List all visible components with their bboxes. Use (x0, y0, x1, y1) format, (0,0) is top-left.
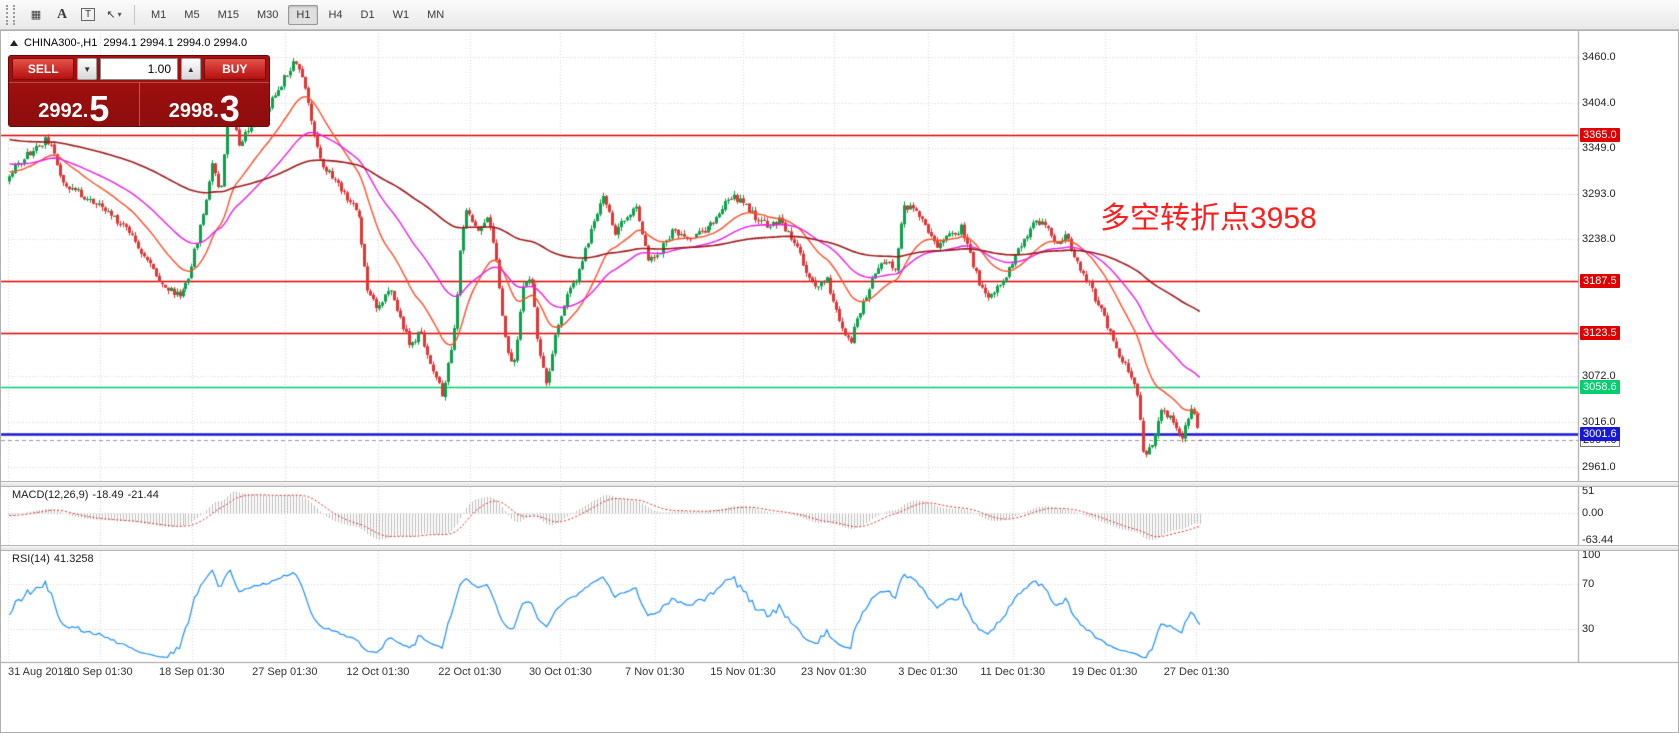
ask-main-digits: 2998. (168, 100, 219, 122)
timeframe-h4-button[interactable]: H4 (328, 8, 343, 21)
macd-name: MACD(12,26,9) (12, 489, 89, 501)
panel-divider-macd[interactable] (0, 481, 1679, 487)
text-label-tool-icon: A (56, 6, 68, 22)
bid-big-digit: 5 (89, 88, 110, 127)
timeframe-w1-button[interactable]: W1 (392, 8, 410, 21)
volume-input[interactable] (100, 58, 178, 80)
buy-button[interactable]: BUY (203, 58, 266, 80)
symbol-timeframe-label: CHINA300-,H1 (24, 37, 98, 49)
bid-ask-display: 2992. 5 2998. 3 (9, 82, 269, 126)
text-label-tool-button[interactable]: A (49, 4, 75, 26)
text-box-tool-button[interactable]: T (75, 4, 101, 26)
caret-down-icon: ▾ (117, 10, 122, 19)
macd-main-value: -18.49 (92, 489, 124, 501)
collapse-triangle-icon (10, 40, 18, 46)
chart-header: CHINA300-,H1 2994.1 2994.1 2994.0 2994.0 (10, 37, 247, 49)
chart-annotation-text: 多空转折点3958 (1100, 202, 1317, 235)
panel-divider-rsi[interactable] (0, 545, 1679, 551)
toolbar-separator (134, 4, 135, 25)
toolbar-grip-handle[interactable] (6, 4, 15, 25)
ask-big-digit: 3 (219, 88, 240, 127)
timeframe-h1-button[interactable]: H1 (288, 4, 319, 25)
rsi-value: 41.3258 (53, 553, 94, 565)
timeframe-m5-button[interactable]: M5 (184, 8, 200, 21)
one-click-trading-panel: SELL ▼ ▲ BUY 2992. 5 2998. 3 (8, 55, 270, 127)
crosshair-tool-button[interactable]: ▦ (23, 4, 49, 26)
macd-signal-value: -21.44 (127, 489, 159, 501)
ask-price-display: 2998. 3 (138, 83, 270, 127)
trade-controls-row: SELL ▼ ▲ BUY (9, 56, 269, 82)
top-toolbar: ▦ A T ↖ ▾ M1 M5 M15 M30 H1 H4 D1 W1 MN (0, 0, 1679, 30)
text-box-tool-icon: T (80, 8, 96, 21)
cursor-tool-icon: ↖ (106, 9, 116, 21)
timeframe-m15-button[interactable]: M15 (217, 8, 239, 21)
rsi-indicator-label: RSI(14) 41.3258 (12, 553, 98, 565)
caret-down-icon: ▼ (83, 64, 92, 74)
timeframe-m1-button[interactable]: M1 (151, 8, 167, 21)
bid-price-display: 2992. 5 (9, 83, 139, 127)
ohlc-values: 2994.1 2994.1 2994.0 2994.0 (103, 37, 248, 49)
sell-button[interactable]: SELL (12, 58, 75, 80)
rsi-name: RSI(14) (12, 553, 50, 565)
crosshair-tool-icon: ▦ (30, 9, 42, 21)
timeframe-mn-button[interactable]: MN (427, 8, 445, 21)
timeframe-toolbar: M1 M5 M15 M30 H1 H4 D1 W1 MN (142, 4, 453, 25)
bid-main-digits: 2992. (38, 100, 89, 122)
timeframe-m30-button[interactable]: M30 (256, 8, 279, 21)
volume-increase-button[interactable]: ▲ (181, 58, 201, 80)
drawing-tools-group: ▦ A T ↖ ▾ (23, 4, 127, 26)
cursor-tool-button[interactable]: ↖ ▾ (101, 4, 127, 26)
volume-decrease-button[interactable]: ▼ (77, 58, 97, 80)
macd-indicator-label: MACD(12,26,9) -18.49 -21.44 (12, 489, 163, 501)
caret-up-icon: ▲ (186, 64, 195, 74)
timeframe-d1-button[interactable]: D1 (360, 8, 375, 21)
